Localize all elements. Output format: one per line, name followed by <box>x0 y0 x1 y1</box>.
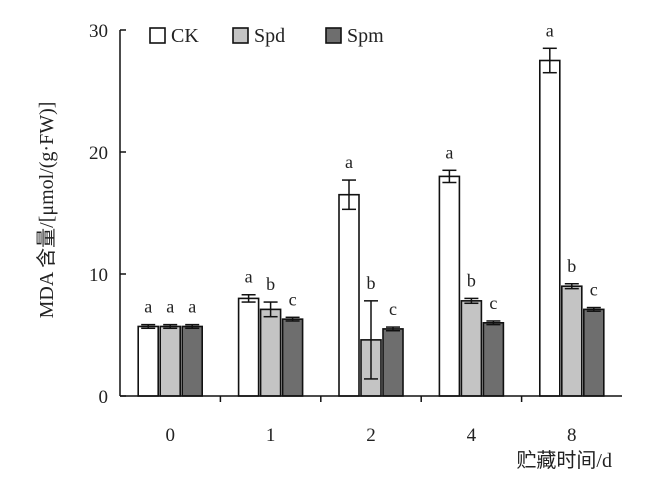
bar-spm-4 <box>482 321 505 397</box>
sig-label-spd-2: b <box>367 273 376 293</box>
bar-spd-1 <box>259 308 282 397</box>
sig-label-spm-1: c <box>289 289 297 309</box>
legend-label-spm: Spm <box>347 25 384 47</box>
error-bar-spd-2 <box>364 300 378 380</box>
x-tick-label-1: 1 <box>266 425 276 446</box>
x-tick-label-0: 0 <box>165 425 175 446</box>
error-bar-spm-1 <box>285 316 300 322</box>
error-bar-spd-8 <box>564 283 579 290</box>
bar-ck-1 <box>237 297 260 397</box>
ticks: 0 1 2 4 8 0 10 20 30 <box>89 21 577 446</box>
error-bar-spd-0 <box>163 323 178 330</box>
error-bars <box>141 47 601 380</box>
bar-ck-4 <box>438 175 461 397</box>
y-tick-label-10: 10 <box>89 265 108 286</box>
error-bar-spm-0 <box>185 323 200 330</box>
bar-ck-0 <box>137 325 159 397</box>
legend: CK Spd Spm <box>149 25 384 47</box>
x-axis-label: 贮藏时间/d <box>516 449 612 472</box>
bar-ck-8 <box>538 59 561 397</box>
legend-label-spd: Spd <box>254 25 285 47</box>
sig-label-spm-8: c <box>590 280 598 300</box>
bar-spm-2 <box>382 328 404 397</box>
error-bar-spm-8 <box>586 306 601 312</box>
error-bar-ck-0 <box>141 323 156 330</box>
error-bar-ck-4 <box>442 169 457 184</box>
y-axis-label: MDA 含量/[μmol/(g·FW)] <box>35 102 58 319</box>
sig-label-spm-0: a <box>188 297 196 317</box>
legend-swatch-spm <box>325 27 342 44</box>
bar-spm-1 <box>281 318 304 397</box>
sig-label-spd-0: a <box>166 297 174 317</box>
bar-spm-8 <box>582 308 605 397</box>
sig-label-ck-2: a <box>345 152 353 172</box>
bar-spd-0 <box>159 325 181 397</box>
bar-spd-4 <box>460 300 483 397</box>
error-bar-spm-4 <box>486 320 501 326</box>
y-tick-label-30: 30 <box>89 21 108 42</box>
error-bar-ck-2 <box>342 179 356 211</box>
sig-label-ck-1: a <box>245 267 253 287</box>
x-tick-label-8: 8 <box>567 425 577 446</box>
bar-spd-8 <box>560 285 583 397</box>
sig-label-ck-4: a <box>445 142 453 162</box>
sig-label-spd-4: b <box>467 270 476 290</box>
error-bar-ck-1 <box>241 293 256 303</box>
bar-ck-2 <box>338 193 360 397</box>
error-bar-spd-1 <box>263 301 278 318</box>
sig-label-ck-8: a <box>546 20 554 40</box>
sig-label-ck-0: a <box>144 297 152 317</box>
error-bar-ck-8 <box>542 47 557 74</box>
bar-spm-0 <box>181 325 203 397</box>
sig-label-spm-2: c <box>389 299 397 319</box>
y-tick-label-0: 0 <box>99 387 109 408</box>
error-bar-spd-4 <box>464 297 479 305</box>
sig-label-spd-8: b <box>567 256 576 276</box>
sig-label-spd-1: b <box>266 274 275 294</box>
x-tick-label-4: 4 <box>467 425 477 446</box>
error-bar-spm-2 <box>386 326 400 332</box>
axes <box>119 30 622 397</box>
legend-label-ck: CK <box>171 25 199 47</box>
legend-swatch-spd <box>232 27 249 44</box>
x-tick-label-2: 2 <box>366 425 376 446</box>
y-tick-label-20: 20 <box>89 143 108 164</box>
legend-swatch-ck <box>149 27 166 44</box>
sig-label-spm-4: c <box>489 293 497 313</box>
